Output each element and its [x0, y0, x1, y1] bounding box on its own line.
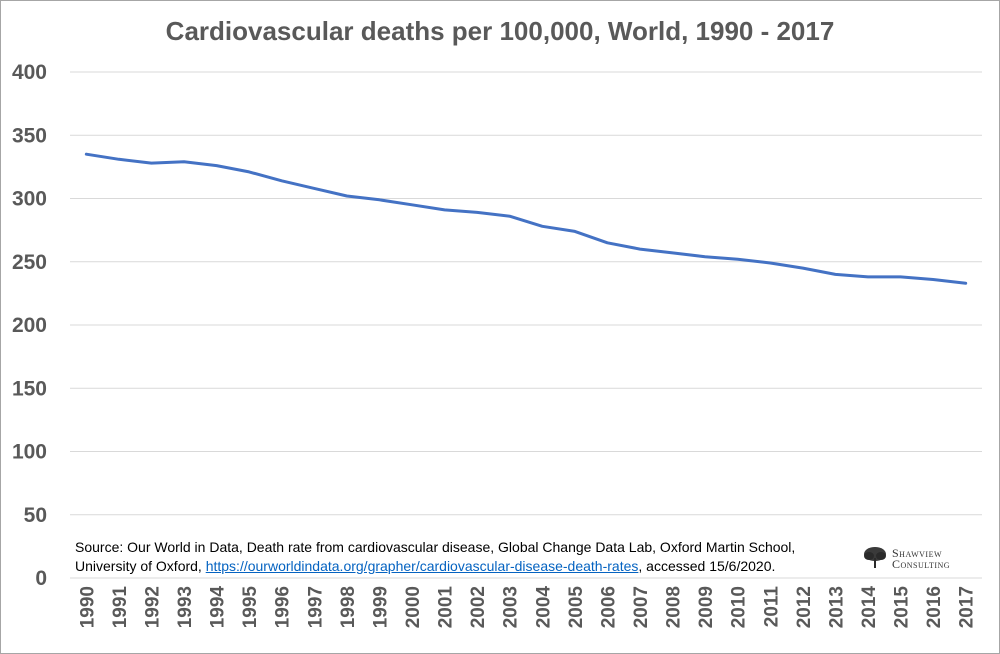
x-tick-label: 2007	[631, 586, 652, 628]
source-suffix: , accessed 15/6/2020.	[638, 558, 776, 574]
y-tick-label: 50	[24, 504, 47, 527]
y-tick-label: 100	[12, 441, 47, 464]
y-tick-label: 200	[12, 314, 47, 337]
y-tick-label: 350	[12, 124, 47, 147]
x-tick-label: 1990	[77, 586, 98, 628]
y-axis-ticks: 0 50 100 150 200 250 300 350 400	[12, 61, 47, 590]
x-tick-label: 1992	[142, 586, 163, 628]
x-tick-label: 1995	[240, 586, 261, 629]
x-tick-label: 2002	[468, 586, 489, 628]
x-tick-label: 2013	[826, 586, 847, 628]
y-tick-label: 300	[12, 188, 47, 211]
x-tick-label: 2000	[403, 586, 424, 628]
y-tick-label: 0	[35, 567, 47, 590]
x-axis-ticks: 1990 1991 1992 1993 1994 1995 1996 1997 1998 1999…	[77, 586, 977, 629]
x-tick-label: 1994	[208, 586, 229, 629]
x-tick-label: 1993	[175, 586, 196, 628]
x-tick-label: 2010	[729, 586, 750, 628]
source-text: Source: Our World in Data, Death rate fr…	[75, 539, 796, 574]
series-layer	[84, 152, 968, 285]
x-tick-label: 2014	[859, 586, 880, 629]
y-tick-label: 150	[12, 377, 47, 400]
source-link[interactable]: https://ourworldindata.org/grapher/cardi…	[205, 558, 639, 574]
x-tick-label: 2008	[664, 586, 685, 628]
x-tick-label: 2001	[436, 586, 457, 629]
x-tick-label: 2004	[533, 586, 554, 629]
x-tick-label: 1998	[338, 586, 359, 628]
y-tick-label: 400	[12, 61, 47, 84]
x-tick-label: 2009	[696, 586, 717, 628]
logo-line1: Shawview	[892, 546, 943, 560]
x-tick-label: 2011	[761, 586, 782, 628]
x-tick-label: 2003	[501, 586, 522, 628]
chart-title: Cardiovascular deaths per 100,000, World…	[166, 16, 835, 46]
tree-icon	[864, 547, 886, 568]
y-tick-label: 250	[12, 251, 47, 274]
logo-text: Shawview Consulting	[892, 546, 951, 571]
shawview-logo: Shawview Consulting	[862, 546, 972, 570]
x-tick-label: 2006	[598, 586, 619, 628]
x-tick-label: 1991	[110, 586, 131, 629]
x-tick-label: 1996	[273, 586, 294, 628]
logo-line2: Consulting	[892, 557, 951, 571]
x-tick-label: 2016	[924, 586, 945, 628]
gridlines	[70, 71, 982, 579]
x-tick-label: 2017	[957, 586, 978, 628]
x-tick-label: 1997	[305, 586, 326, 628]
x-tick-label: 2012	[794, 586, 815, 628]
x-tick-label: 2005	[566, 586, 587, 629]
x-tick-label: 2015	[892, 586, 913, 629]
series-line-0	[84, 152, 968, 285]
x-tick-label: 1999	[370, 586, 391, 628]
source-note: Source: Our World in Data, Death rate fr…	[75, 538, 835, 576]
